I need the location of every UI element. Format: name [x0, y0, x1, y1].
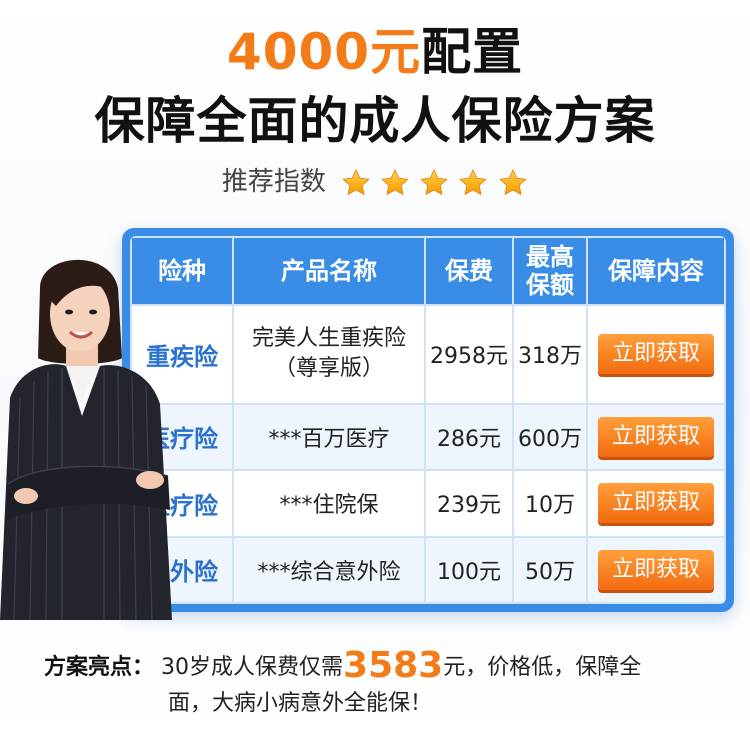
header-fee: 保费 — [445, 257, 493, 285]
row-action-cell: 立即获取 — [588, 471, 724, 536]
table-row: 重疾险 完美人生重疾险（尊享版） 2958元 318万 立即获取 — [132, 306, 724, 403]
star-icon — [420, 168, 448, 196]
rating-label: 推荐指数 — [221, 167, 326, 197]
get-now-button[interactable]: 立即获取 — [598, 416, 714, 457]
row-product: ***住院保 — [234, 471, 424, 536]
config-text: 配置 — [421, 23, 524, 81]
rating-stars — [340, 161, 528, 205]
header-coverage: 保障内容 — [608, 257, 704, 285]
rating-row: 推荐指数 — [0, 160, 750, 205]
page-title: 保障全面的成人保险方案 — [94, 92, 656, 150]
row-product-text: 完美人生重疾险（尊享版） — [251, 326, 406, 382]
table-row: 意外险 ***综合意外险 100元 50万 立即获取 — [132, 537, 724, 602]
highlight-amount: 3583 — [343, 645, 444, 686]
header-amount-text: 最高保额 — [525, 243, 574, 299]
row-product: ***综合意外险 — [234, 537, 424, 602]
header-product: 产品名称 — [281, 257, 377, 285]
advisor-portrait — [0, 259, 172, 620]
row-fee: 100元 — [426, 537, 512, 602]
price-text: 4000元 — [226, 23, 422, 81]
row-amount: 600万 — [514, 404, 586, 470]
headline-price: 4000元配置 — [0, 22, 750, 82]
star-icon — [341, 168, 370, 196]
plan-table-card: 险种 产品名称 保费 最高保额 保障内容 重疾险 完美人生重疾险（尊享版） 29… — [122, 228, 734, 612]
row-fee: 239元 — [426, 471, 512, 536]
star-icon — [459, 168, 488, 196]
row-amount: 50万 — [514, 537, 586, 602]
highlight-label: 方案亮点： — [44, 655, 155, 680]
highlight-pre: 30岁成人保费仅需 — [161, 655, 344, 680]
table-row: 医疗险 ***百万医疗 286元 600万 立即获取 — [132, 404, 724, 470]
row-product: 完美人生重疾险（尊享版） — [234, 306, 424, 403]
plan-highlight: 方案亮点： 30岁成人保费仅需3583元，价格低，保障全 面，大病小病意外全能保… — [44, 648, 724, 722]
row-amount: 318万 — [514, 306, 586, 403]
header-type: 险种 — [158, 257, 206, 285]
plan-table: 险种 产品名称 保费 最高保额 保障内容 重疾险 完美人生重疾险（尊享版） 29… — [130, 236, 726, 604]
row-fee: 286元 — [426, 404, 512, 470]
get-now-button[interactable]: 立即获取 — [598, 334, 714, 375]
row-amount: 10万 — [514, 471, 586, 536]
table-row: 医疗险 ***住院保 239元 10万 立即获取 — [132, 471, 724, 536]
highlight-line-2: 面，大病小病意外全能保！ — [168, 691, 433, 716]
row-product: ***百万医疗 — [234, 404, 424, 470]
highlight-post: 元，价格低，保障全 — [443, 655, 642, 680]
star-icon — [381, 168, 409, 196]
row-fee: 2958元 — [426, 306, 512, 403]
get-now-button[interactable]: 立即获取 — [598, 549, 714, 590]
table-header-row: 险种 产品名称 保费 最高保额 保障内容 — [132, 238, 724, 304]
header-amount: 最高保额 — [514, 238, 586, 304]
get-now-button[interactable]: 立即获取 — [598, 483, 714, 524]
row-action-cell: 立即获取 — [588, 404, 724, 470]
row-action-cell: 立即获取 — [588, 306, 724, 403]
row-action-cell: 立即获取 — [588, 537, 724, 602]
star-icon — [498, 168, 527, 196]
highlight-line-1: 方案亮点： 30岁成人保费仅需3583元，价格低，保障全 — [44, 648, 724, 686]
